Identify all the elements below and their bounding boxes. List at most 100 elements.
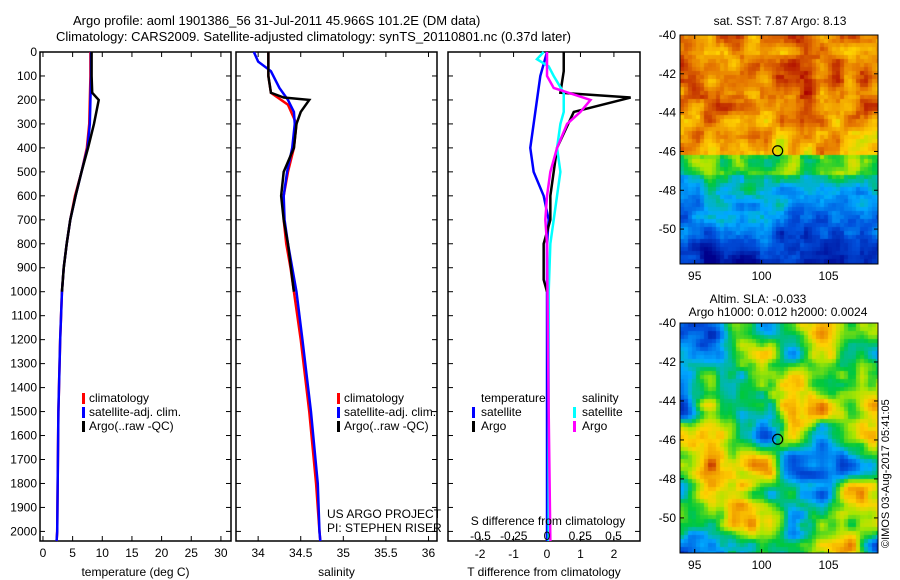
legend-swatch [82, 393, 85, 404]
x-tick-label: 0 [40, 546, 47, 560]
x-tick-label: 35.5 [374, 546, 398, 560]
y-tick-label: 1000 [10, 285, 37, 299]
project-credit: US ARGO PROJECT [327, 507, 442, 521]
y-tick-label: 1200 [10, 333, 37, 347]
legend-swatch [82, 421, 85, 432]
legend-swatch [472, 421, 475, 432]
y-tick-label: 600 [17, 189, 37, 203]
map-lat-label: -46 [659, 144, 677, 158]
axes-frame-2 [447, 51, 641, 542]
argo-location-marker [772, 433, 784, 445]
y-tick-label: 1600 [10, 429, 37, 443]
y-tick-label: 1900 [10, 500, 37, 514]
legend-label: satellite-adj. clim. [344, 405, 436, 419]
y-tick-label: 200 [17, 93, 37, 107]
x-axis-label: salinity [318, 565, 355, 579]
map-lat-label: -48 [659, 472, 677, 486]
y-tick-label: 500 [17, 165, 37, 179]
x-tick-label: 20 [155, 546, 169, 560]
map-lat-label: -46 [659, 433, 677, 447]
legend-label: climatology [89, 391, 149, 405]
legend-swatch [82, 407, 85, 418]
y-tick-label: 1800 [10, 476, 37, 490]
sst-map-image [680, 35, 878, 264]
map-lon-label: 105 [818, 558, 838, 572]
legend-swatch [573, 421, 576, 432]
axes-frame-0 [39, 51, 232, 542]
legend-label: satellite [481, 405, 522, 419]
legend-label: satellite [582, 405, 623, 419]
legend-swatch [472, 407, 475, 418]
sla-map-image [680, 323, 878, 553]
x-tick-label: 5 [69, 546, 76, 560]
x-tick-label: 1 [577, 547, 584, 561]
legend-title: salinity [582, 391, 619, 405]
figure-title: Argo profile: aoml 1901386_56 31-Jul-201… [73, 13, 481, 28]
x-axis-label: T difference from climatology [467, 565, 621, 579]
map-lat-label: -42 [659, 67, 677, 81]
y-tick-label: 0 [30, 45, 37, 59]
y-tick-label: 700 [17, 213, 37, 227]
x2-tick-label: 0 [544, 529, 551, 543]
legend-swatch [337, 421, 340, 432]
x-tick-label: 2 [611, 547, 618, 561]
legend-label: satellite-adj. clim. [89, 405, 181, 419]
x-tick-label: 34.5 [289, 546, 313, 560]
legend-swatch [573, 407, 576, 418]
map-lon-label: 105 [818, 269, 838, 283]
y-tick-label: 100 [17, 69, 37, 83]
map-lon-label: 95 [688, 558, 702, 572]
x2-axis-label: S difference from climatology [471, 514, 626, 528]
x-tick-label: 0 [544, 547, 551, 561]
map-frame [679, 322, 879, 554]
y-tick-label: 400 [17, 141, 37, 155]
x2-tick-label: -0.25 [500, 529, 528, 543]
map-lon-label: 100 [752, 269, 772, 283]
series-line [267, 52, 312, 292]
sla-map-subtitle: Argo h1000: 0.012 h2000: 0.0024 [689, 305, 868, 319]
x-tick-label: 34 [251, 546, 265, 560]
x2-tick-label: 0.25 [569, 529, 593, 543]
series-line [252, 51, 322, 542]
legend-label: Argo(..raw -QC) [344, 419, 429, 433]
map-lat-label: -42 [659, 355, 677, 369]
pi-credit: PI: STEPHEN RISER [327, 521, 442, 535]
y-tick-label: 1700 [10, 453, 37, 467]
series-line [544, 52, 593, 542]
x-tick-label: 36 [422, 546, 436, 560]
map-frame [679, 34, 879, 265]
legend-title: temperature [481, 391, 546, 405]
map-lat-label: -40 [659, 316, 677, 330]
x-tick-label: 35 [337, 546, 351, 560]
x2-tick-label: 0.5 [605, 529, 622, 543]
legend-label: Argo(..raw -QC) [89, 419, 174, 433]
x-tick-label: -2 [475, 547, 486, 561]
map-lat-label: -44 [659, 394, 677, 408]
y-tick-label: 1300 [10, 357, 37, 371]
series-line [60, 52, 101, 292]
sst-map-title: sat. SST: 7.87 Argo: 8.13 [714, 14, 847, 28]
y-tick-label: 900 [17, 261, 37, 275]
argo-location-marker [772, 145, 784, 157]
y-tick-label: 1500 [10, 405, 37, 419]
x-tick-label: 30 [214, 546, 228, 560]
x-tick-label: -1 [508, 547, 519, 561]
map-lat-label: -40 [659, 28, 677, 42]
legend-label: Argo [582, 419, 608, 433]
series-line [535, 51, 565, 541]
map-lat-label: -48 [659, 183, 677, 197]
figure-subtitle: Climatology: CARS2009. Satellite-adjuste… [56, 29, 571, 44]
x2-tick-label: -0.5 [470, 529, 491, 543]
map-lat-label: -50 [659, 222, 677, 236]
legend-label: Argo [481, 419, 507, 433]
map-lat-label: -50 [659, 511, 677, 525]
x-tick-label: 15 [125, 546, 139, 560]
y-tick-label: 1100 [11, 309, 37, 323]
x-axis-label: temperature (deg C) [81, 565, 189, 579]
map-lon-label: 95 [688, 269, 702, 283]
map-lat-label: -44 [659, 106, 677, 120]
map-lon-label: 100 [752, 558, 772, 572]
x-tick-label: 10 [96, 546, 110, 560]
